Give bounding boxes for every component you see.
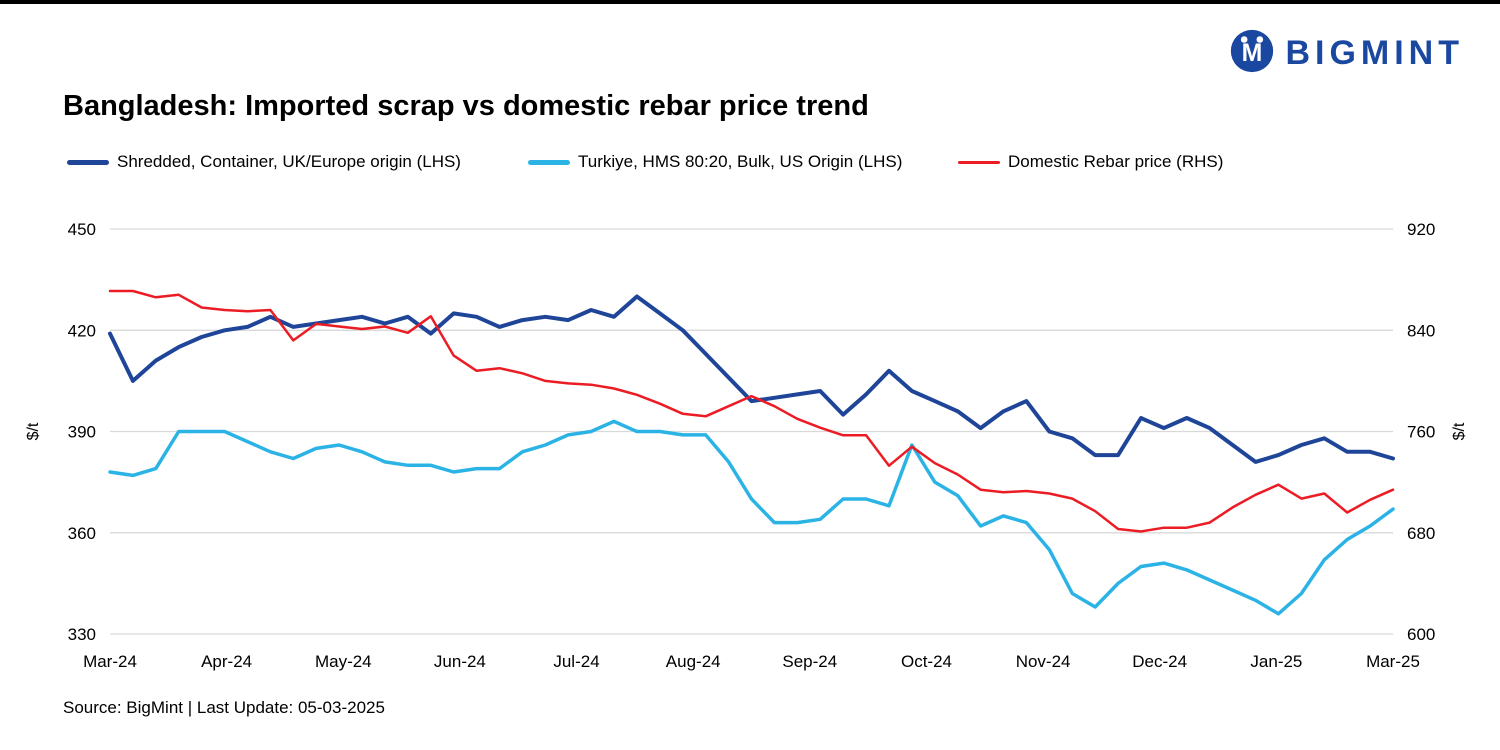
legend-item-domestic-rebar: Domestic Rebar price (RHS) (958, 152, 1223, 172)
x-axis-tick-label: Apr-24 (201, 652, 252, 671)
bigmint-logo-icon: M (1229, 28, 1275, 79)
series-line-1 (108, 419, 1395, 616)
legend-label-shredded: Shredded, Container, UK/Europe origin (L… (117, 152, 461, 171)
price-trend-chart: 330 600 360 680 390 760 420 840 450 920 Mar-24 Apr-… (25, 220, 1468, 671)
x-axis-tick-label: Jul-24 (553, 652, 599, 671)
series-line-0 (108, 294, 1395, 464)
right-axis-tick-label: 840 (1407, 321, 1435, 340)
left-axis-tick-label: 420 (68, 321, 96, 340)
x-axis-tick-label: Nov-24 (1016, 652, 1071, 671)
legend-label-domestic-rebar: Domestic Rebar price (RHS) (1008, 152, 1224, 171)
legend-item-shredded: Shredded, Container, UK/Europe origin (L… (67, 152, 461, 172)
bigmint-logo: M BIGMINT (1229, 28, 1464, 79)
left-axis-tick-label: 330 (68, 625, 96, 644)
x-axis-tick-label: Jun-24 (434, 652, 486, 671)
x-axis-tick-label: Sep-24 (782, 652, 837, 671)
x-axis-tick-label: Dec-24 (1132, 652, 1187, 671)
legend-label-turkiye-hms: Turkiye, HMS 80:20, Bulk, US Origin (LHS… (578, 152, 903, 171)
left-axis-tick-label: 390 (68, 423, 96, 442)
left-axis-title: $/t (25, 422, 42, 440)
right-axis-title: $/t (1451, 422, 1468, 440)
x-axis-tick-label: Mar-25 (1366, 652, 1420, 671)
series-line-2 (108, 289, 1395, 533)
legend-swatch-turkiye-hms (528, 159, 570, 165)
x-axis-tick-label: Aug-24 (666, 652, 721, 671)
x-axis-tick-label: Oct-24 (901, 652, 952, 671)
x-axis-tick-label: Mar-24 (83, 652, 137, 671)
legend-item-turkiye-hms: Turkiye, HMS 80:20, Bulk, US Origin (LHS… (528, 152, 902, 172)
legend-swatch-domestic-rebar (958, 160, 1000, 164)
bigmint-logo-text: BIGMINT (1285, 34, 1464, 72)
right-axis-tick-label: 680 (1407, 524, 1435, 543)
left-axis-tick-label: 360 (68, 524, 96, 543)
right-axis-tick-label: 600 (1407, 625, 1435, 644)
left-axis-tick-label: 450 (68, 220, 96, 239)
legend-swatch-shredded (67, 159, 109, 165)
right-axis-tick-label: 760 (1407, 423, 1435, 442)
chart-legend: Shredded, Container, UK/Europe origin (L… (0, 152, 1500, 176)
chart-title: Bangladesh: Imported scrap vs domestic r… (63, 90, 869, 122)
svg-text:M: M (1242, 40, 1263, 67)
x-axis-tick-label: Jan-25 (1250, 652, 1302, 671)
source-note: Source: BigMint | Last Update: 05-03-202… (63, 698, 385, 717)
right-axis-tick-label: 920 (1407, 220, 1435, 239)
x-axis-tick-label: May-24 (315, 652, 372, 671)
